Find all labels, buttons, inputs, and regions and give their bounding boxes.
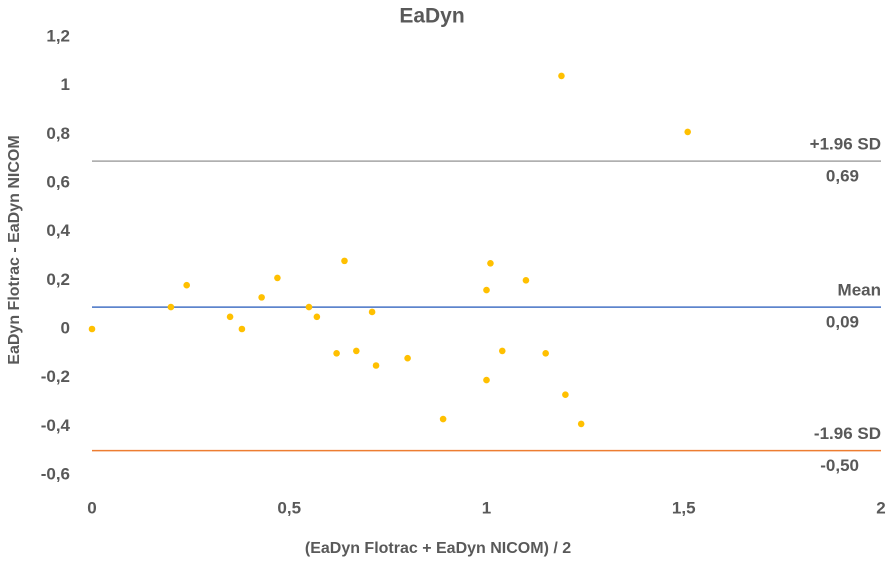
point xyxy=(341,257,348,265)
point xyxy=(577,420,585,428)
x-tick-label: 2 xyxy=(876,498,885,517)
point xyxy=(183,281,190,289)
point xyxy=(684,128,691,136)
reference-line-name: Mean xyxy=(838,281,881,300)
x-tick-label: 0,5 xyxy=(277,498,301,517)
point xyxy=(353,347,360,355)
point xyxy=(439,415,447,423)
reference-line-value: -0,50 xyxy=(820,456,859,475)
y-axis-title: EaDyn Flotrac - EaDyn NICOM xyxy=(6,135,23,364)
y-tick-label: -0,4 xyxy=(41,416,71,435)
reference-line-value: 0,69 xyxy=(826,167,859,186)
y-tick-label: 0,2 xyxy=(46,270,70,289)
x-tick-label: 0 xyxy=(87,498,96,517)
y-tick-label: 0,6 xyxy=(46,172,70,191)
point xyxy=(542,350,549,357)
y-tick-label: 0,4 xyxy=(46,221,70,240)
reference-line-name: -1.96 SD xyxy=(814,424,881,443)
y-tick-label: 0,8 xyxy=(46,124,70,143)
point xyxy=(226,313,234,321)
point xyxy=(562,391,569,399)
point xyxy=(483,286,490,294)
point xyxy=(167,303,175,311)
point xyxy=(305,303,313,311)
point xyxy=(483,376,490,384)
point xyxy=(238,325,246,333)
reference-line-value: 0,09 xyxy=(826,313,859,332)
y-tick-label: 0 xyxy=(61,318,70,337)
reference-line-name: +1.96 SD xyxy=(810,135,881,154)
point xyxy=(498,347,506,355)
y-tick-label: 1 xyxy=(61,75,70,94)
point xyxy=(558,72,565,80)
y-tick-label: -0,2 xyxy=(41,367,70,386)
point xyxy=(522,277,530,284)
point xyxy=(333,350,340,357)
y-tick-label: -0,6 xyxy=(41,464,70,483)
point xyxy=(372,362,380,369)
x-axis-title: (EaDyn Flotrac + EaDyn NICOM) / 2 xyxy=(305,540,571,557)
point xyxy=(313,313,321,321)
point xyxy=(404,354,411,362)
point xyxy=(258,294,265,301)
y-tick-label: 1,2 xyxy=(46,26,70,45)
x-tick-label: 1 xyxy=(482,498,491,517)
point xyxy=(274,274,281,282)
point xyxy=(368,308,376,316)
x-tick-label: 1,5 xyxy=(672,498,696,517)
point xyxy=(487,260,494,267)
point xyxy=(88,325,96,333)
chart-title: EaDyn xyxy=(399,5,464,28)
